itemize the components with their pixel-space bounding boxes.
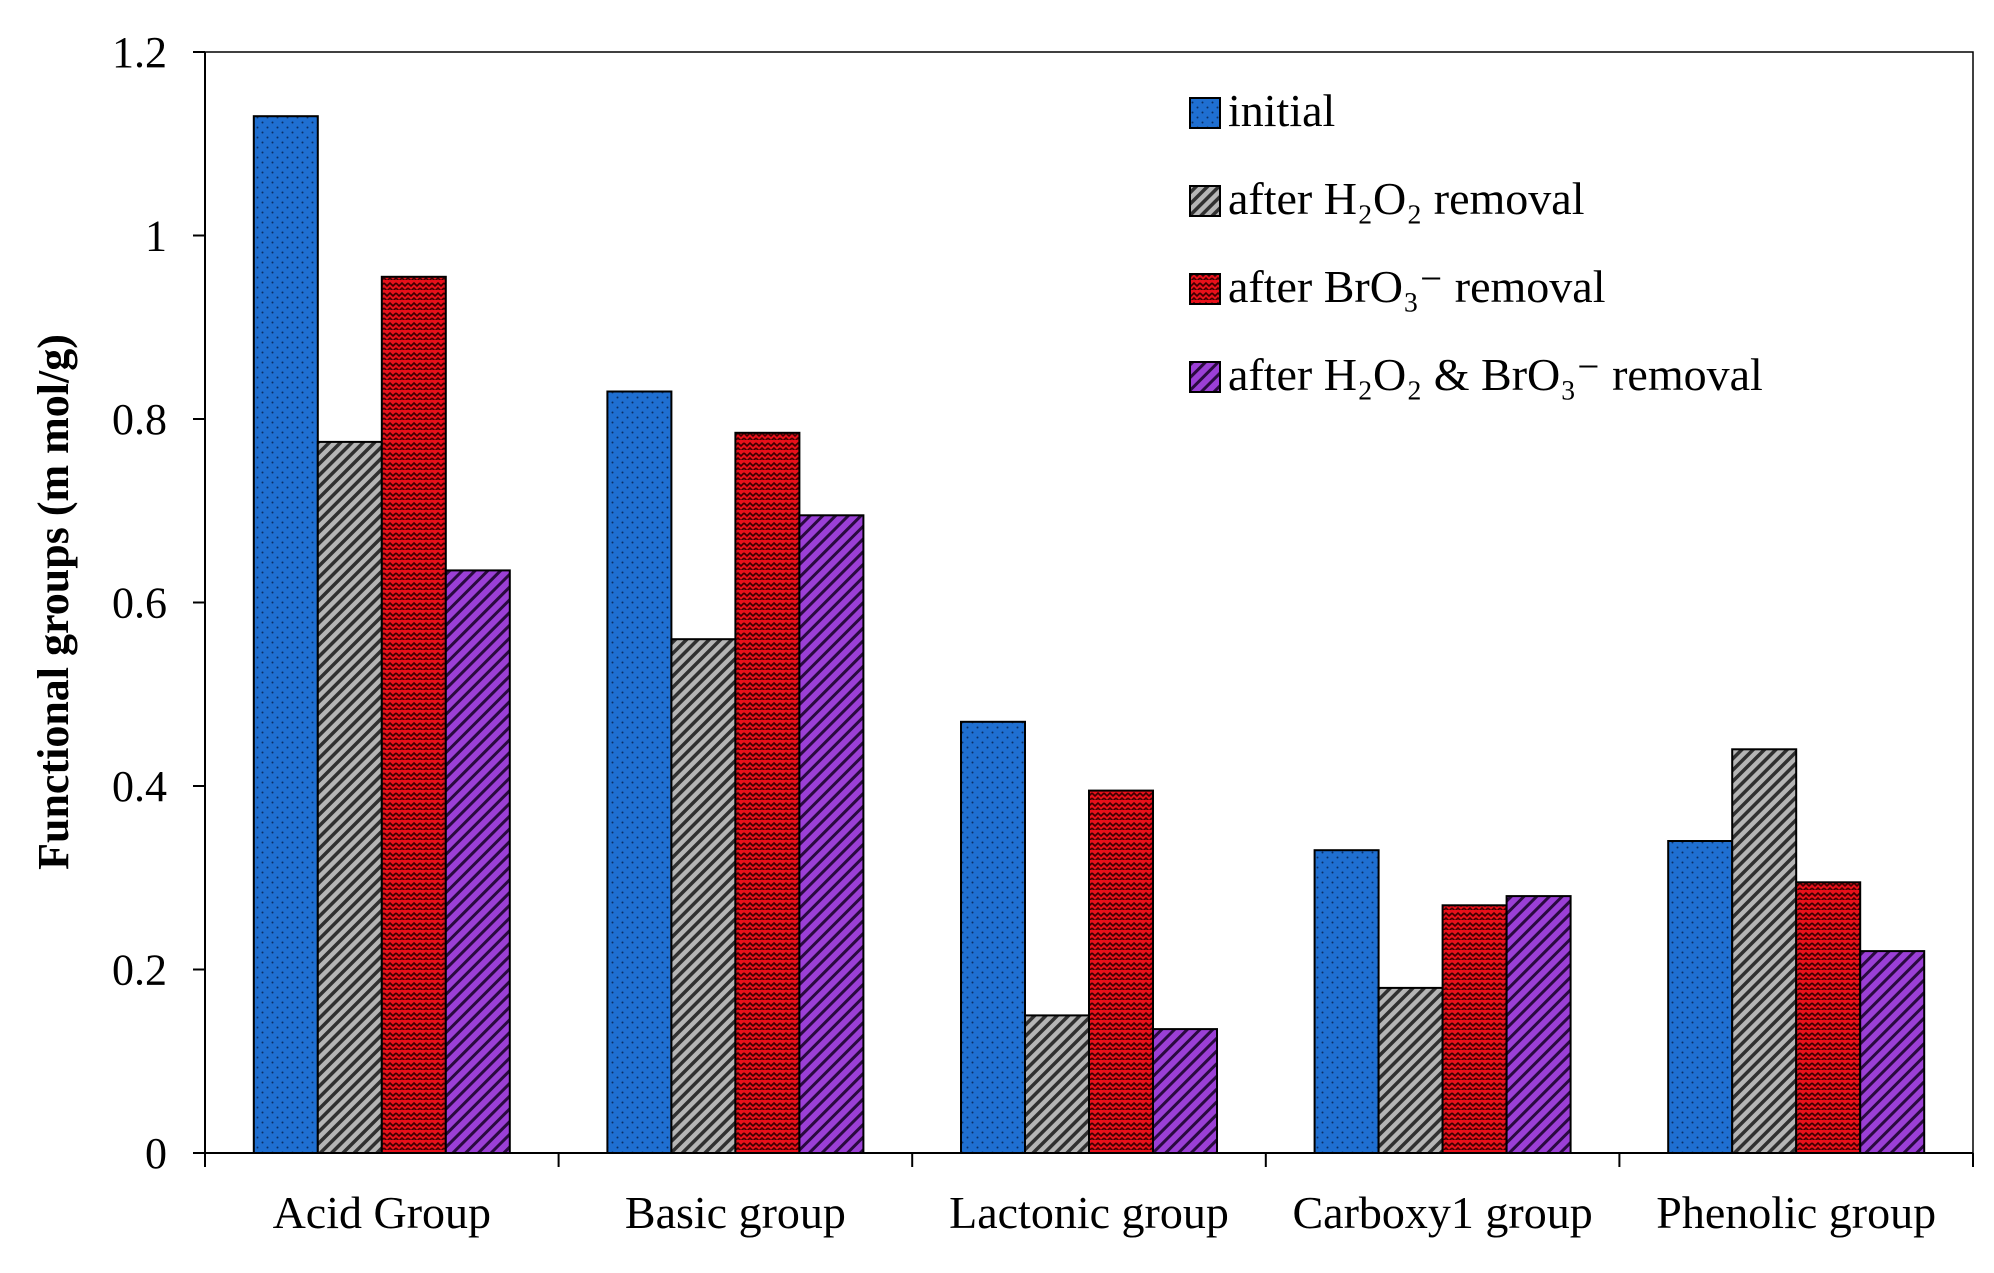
bar-phenolic-group-series-4 — [1859, 950, 1926, 1154]
bar-phenolic-group-series-1 — [1667, 840, 1734, 1154]
bars-group — [252, 115, 1926, 1155]
bar-basic-group-series-3 — [734, 431, 801, 1154]
bar-lactonic-group-series-2 — [1024, 1014, 1090, 1155]
bar-carboxy1-group-series-1 — [1313, 849, 1380, 1154]
bar-phenolic-group-series-2 — [1731, 748, 1798, 1154]
y-tick-label: 1 — [145, 212, 167, 261]
y-tick-label: 1.2 — [112, 28, 167, 77]
legend-label: after H₂O₂ removal — [1228, 173, 1584, 224]
y-tick-label: 0.8 — [112, 395, 167, 444]
bar-acid-group-series-1 — [252, 115, 319, 1155]
bar-carboxy1-group-series-3 — [1441, 904, 1508, 1154]
bar-lactonic-group-series-3 — [1088, 789, 1154, 1154]
legend-swatch — [1189, 361, 1221, 393]
legend-label: after BrO₃⁻ removal — [1228, 261, 1606, 312]
y-tick-label: 0.6 — [112, 579, 167, 628]
y-tick-label: 0.4 — [112, 762, 167, 811]
bar-acid-group-series-4 — [444, 569, 511, 1154]
bar-carboxy1-group-series-4 — [1505, 895, 1572, 1154]
bar-acid-group-series-3 — [380, 275, 447, 1154]
bar-basic-group-series-4 — [798, 514, 865, 1154]
bar-basic-group-series-1 — [606, 390, 673, 1154]
bar-phenolic-group-series-3 — [1795, 881, 1862, 1154]
bar-lactonic-group-series-4 — [1152, 1028, 1218, 1154]
y-ticks: 0 0.2 0.4 0.6 0.8 1 1.2 — [112, 28, 205, 1178]
y-tick-label: 0 — [145, 1129, 167, 1178]
x-category-label: Carboxy1 group — [1292, 1187, 1592, 1238]
x-category-label: Lactonic group — [949, 1187, 1229, 1238]
legend-swatch — [1189, 97, 1221, 129]
x-category-label: Phenolic group — [1656, 1187, 1936, 1238]
legend-swatch — [1189, 273, 1221, 305]
y-tick-label: 0.2 — [112, 946, 167, 995]
bar-lactonic-group-series-1 — [960, 720, 1026, 1154]
legend-swatch — [1189, 185, 1221, 217]
bar-carboxy1-group-series-2 — [1377, 986, 1444, 1155]
legend: initial after H₂O₂ removal after BrO₃⁻ rem… — [1189, 85, 1763, 400]
bar-acid-group-series-2 — [316, 440, 383, 1154]
legend-label: initial — [1228, 85, 1335, 136]
x-category-label: Basic group — [625, 1187, 846, 1238]
x-category-label: Acid Group — [273, 1187, 491, 1238]
bar-basic-group-series-2 — [670, 638, 737, 1154]
legend-label: after H₂O₂ & BrO₃⁻ removal — [1228, 349, 1763, 400]
x-ticks: Acid Group Basic group Lactonic group Carbo… — [204, 1153, 1974, 1238]
y-axis-title: Functional groups (m mol/g) — [29, 334, 78, 870]
